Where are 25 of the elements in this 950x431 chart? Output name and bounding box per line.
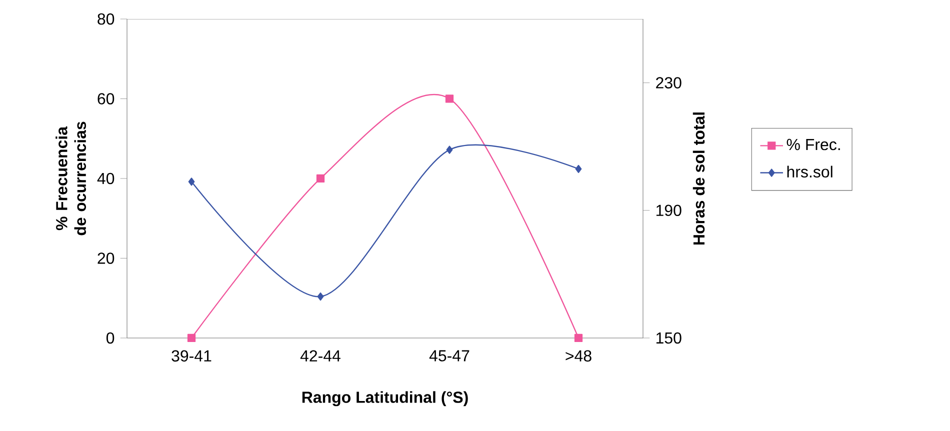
y2-tick-label: 230 (656, 77, 682, 88)
point (188, 178, 195, 186)
x-tick-label: 42-44 (300, 350, 340, 362)
y-tick-label: 40 (97, 172, 114, 184)
y-tick-label: 60 (98, 93, 114, 104)
point (316, 174, 325, 183)
x-tick-label: 39-41 (172, 350, 212, 362)
point (317, 292, 324, 301)
point (574, 334, 583, 342)
x-tick-label: 45-47 (429, 350, 470, 362)
y2-tick-label: 150 (656, 332, 682, 344)
point (187, 334, 196, 342)
point (446, 146, 453, 154)
x-axis-title: Rango Latitudinal (°S) (302, 391, 468, 406)
point (445, 94, 454, 103)
legend-label: % Frec. (786, 138, 840, 150)
legend-label: hrs.sol (787, 166, 832, 178)
x-tick-label: >48 (566, 350, 592, 362)
point (575, 164, 582, 173)
y2-axis-title: Horas de sol total (692, 112, 705, 245)
y-tick-label: 80 (98, 13, 114, 25)
y-tick-label: 0 (106, 332, 114, 344)
y2-tick-label: 190 (656, 204, 682, 216)
y-axis-title: % Frecuencia de ocurrencias (56, 122, 86, 236)
y-tick-label: 20 (98, 252, 114, 264)
